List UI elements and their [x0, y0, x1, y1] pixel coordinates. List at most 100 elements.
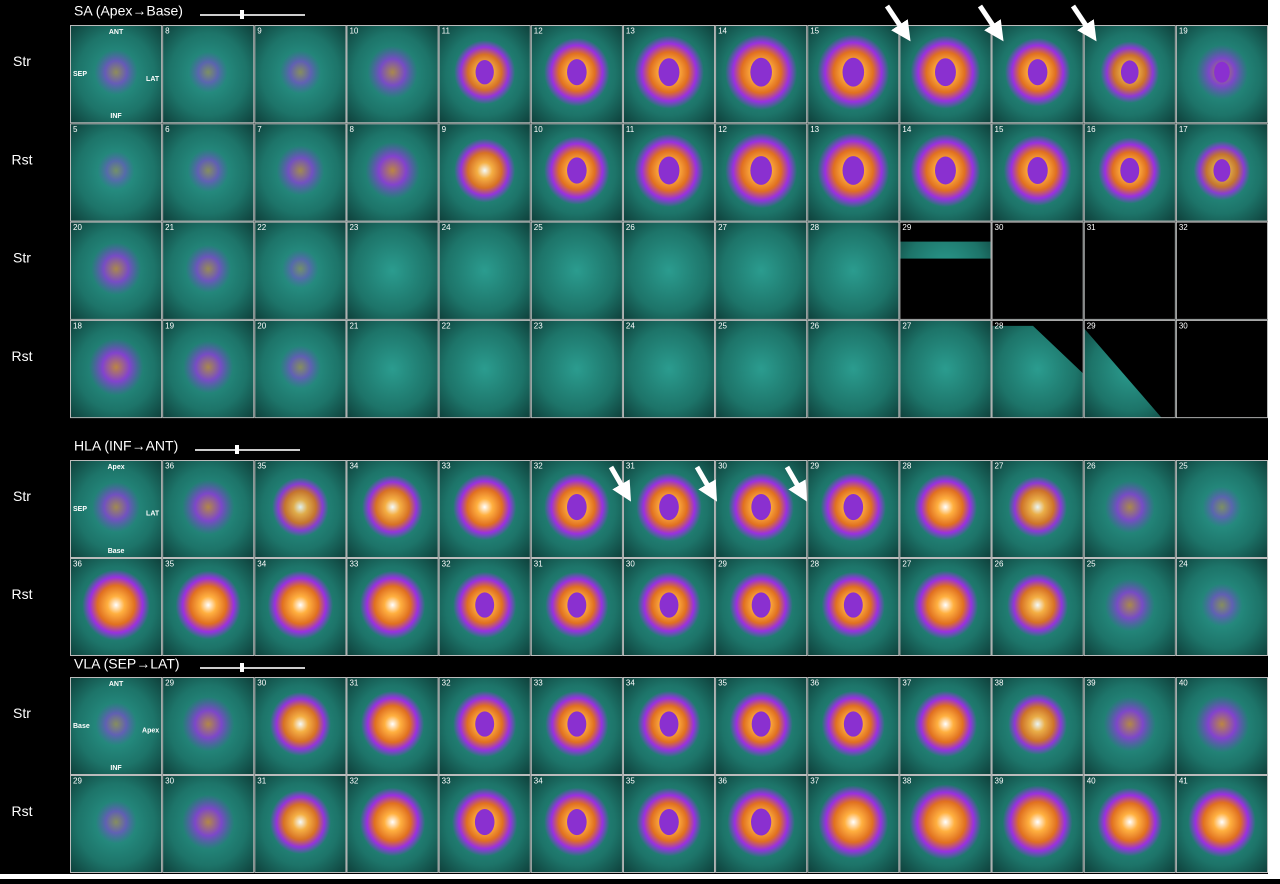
uptake: [182, 479, 235, 535]
frame-number: 19: [1179, 27, 1188, 36]
cell-border: [1175, 123, 1269, 222]
masked: [1083, 221, 1176, 320]
frame-number: 35: [626, 777, 635, 786]
frame-number: 31: [1087, 223, 1096, 232]
frame-number: 30: [718, 462, 727, 471]
frame-number: 34: [626, 679, 635, 688]
frame-number: 7: [257, 125, 262, 134]
cell-border: [1083, 775, 1176, 873]
image-cell: 36: [715, 775, 808, 873]
image-cell: 36: [162, 460, 255, 558]
uptake: [453, 473, 517, 541]
cell-border: [622, 25, 716, 124]
bottom-margin: [0, 874, 1280, 879]
frame-number: 21: [349, 321, 358, 330]
right-margin: [1268, 0, 1280, 879]
cell-border: [162, 677, 255, 775]
image-cell: 39: [991, 775, 1084, 873]
cell-border: [807, 25, 900, 124]
masked: [1175, 221, 1268, 320]
arrow: [977, 4, 1004, 42]
cell-border: [807, 123, 900, 222]
image-cell: 24: [1175, 558, 1269, 656]
image-cell: ANT SEP LAT INF: [70, 25, 163, 124]
cell-background: [438, 319, 531, 419]
frame-number: 26: [810, 321, 819, 330]
cell-border: [899, 558, 992, 656]
uptake: [276, 145, 325, 196]
frame-number: 33: [534, 679, 543, 688]
cell-border: [70, 677, 163, 775]
row-label: Rst: [12, 348, 33, 364]
uptake: [1194, 695, 1250, 753]
frame-number: 22: [257, 223, 266, 232]
cell-border: [807, 677, 900, 775]
uptake: [182, 696, 235, 752]
image-cell: 35: [622, 775, 716, 873]
image-cell: 36: [70, 558, 163, 656]
uptake: [913, 690, 978, 758]
cell-border: [991, 25, 1084, 124]
frame-number: 26: [1087, 462, 1096, 471]
frame-number: 28: [995, 321, 1004, 330]
frame-number: 15: [995, 125, 1004, 134]
section-title: VLA (SEP→LAT): [74, 656, 180, 672]
cell-border: [254, 221, 347, 320]
cell-border: [899, 319, 992, 419]
uptake: [1188, 786, 1256, 858]
image-cell: 35: [162, 558, 255, 656]
cavity: [1120, 60, 1139, 84]
uptake: [187, 148, 229, 193]
frame-number: 34: [257, 560, 266, 569]
frame-number: 21: [165, 223, 174, 232]
orientation-left: Base: [73, 723, 90, 730]
row-label: Str: [13, 250, 31, 266]
image-cell: 25: [1175, 460, 1269, 558]
frame-number: 40: [1087, 777, 1096, 786]
image-cell: 33: [438, 775, 531, 873]
cavity: [567, 59, 587, 86]
slider-thumb[interactable]: [240, 10, 244, 19]
uptake: [279, 345, 321, 389]
image-cell: 33: [530, 677, 623, 775]
frame-number: 10: [349, 27, 358, 36]
frame-number: 30: [995, 223, 1004, 232]
cavity: [843, 592, 863, 618]
cell-border: [807, 775, 900, 873]
image-cell: 26: [622, 221, 716, 320]
cell-border: [991, 677, 1084, 775]
cell-border: [530, 221, 623, 320]
slider-thumb[interactable]: [240, 663, 244, 672]
frame-number: 30: [165, 777, 174, 786]
slider-thumb[interactable]: [235, 445, 239, 454]
uptake: [281, 249, 319, 289]
cavity: [751, 592, 771, 618]
orientation-right: LAT: [146, 511, 160, 518]
cavity: [567, 711, 587, 737]
image-cell: [991, 25, 1084, 124]
image-cell: 14: [899, 123, 992, 222]
cell-border: [1175, 319, 1269, 419]
cell-border: [346, 775, 439, 873]
image-cell: 27: [899, 558, 992, 656]
cavity: [659, 493, 679, 521]
frame-number: 20: [257, 321, 266, 330]
cell-background: [899, 319, 992, 419]
image-cell: 10: [530, 123, 623, 222]
cell-border: [254, 775, 347, 873]
image-cell: 25: [530, 221, 623, 320]
frame-number: 24: [1179, 560, 1188, 569]
cavity: [1027, 156, 1048, 185]
uptake: [95, 702, 137, 746]
image-cell: Apex SEP LAT Base: [70, 460, 163, 558]
cell-border: [622, 775, 716, 873]
uptake: [362, 475, 424, 540]
image-cell: 32: [1175, 221, 1269, 320]
image-cell: 13: [622, 25, 716, 124]
cell-border: [70, 221, 163, 320]
image-cell: 15: [991, 123, 1084, 222]
cell-border: [899, 775, 992, 873]
cell-border: [991, 775, 1084, 873]
image-cell: 31: [254, 775, 347, 873]
orientation-bottom: INF: [110, 765, 122, 772]
